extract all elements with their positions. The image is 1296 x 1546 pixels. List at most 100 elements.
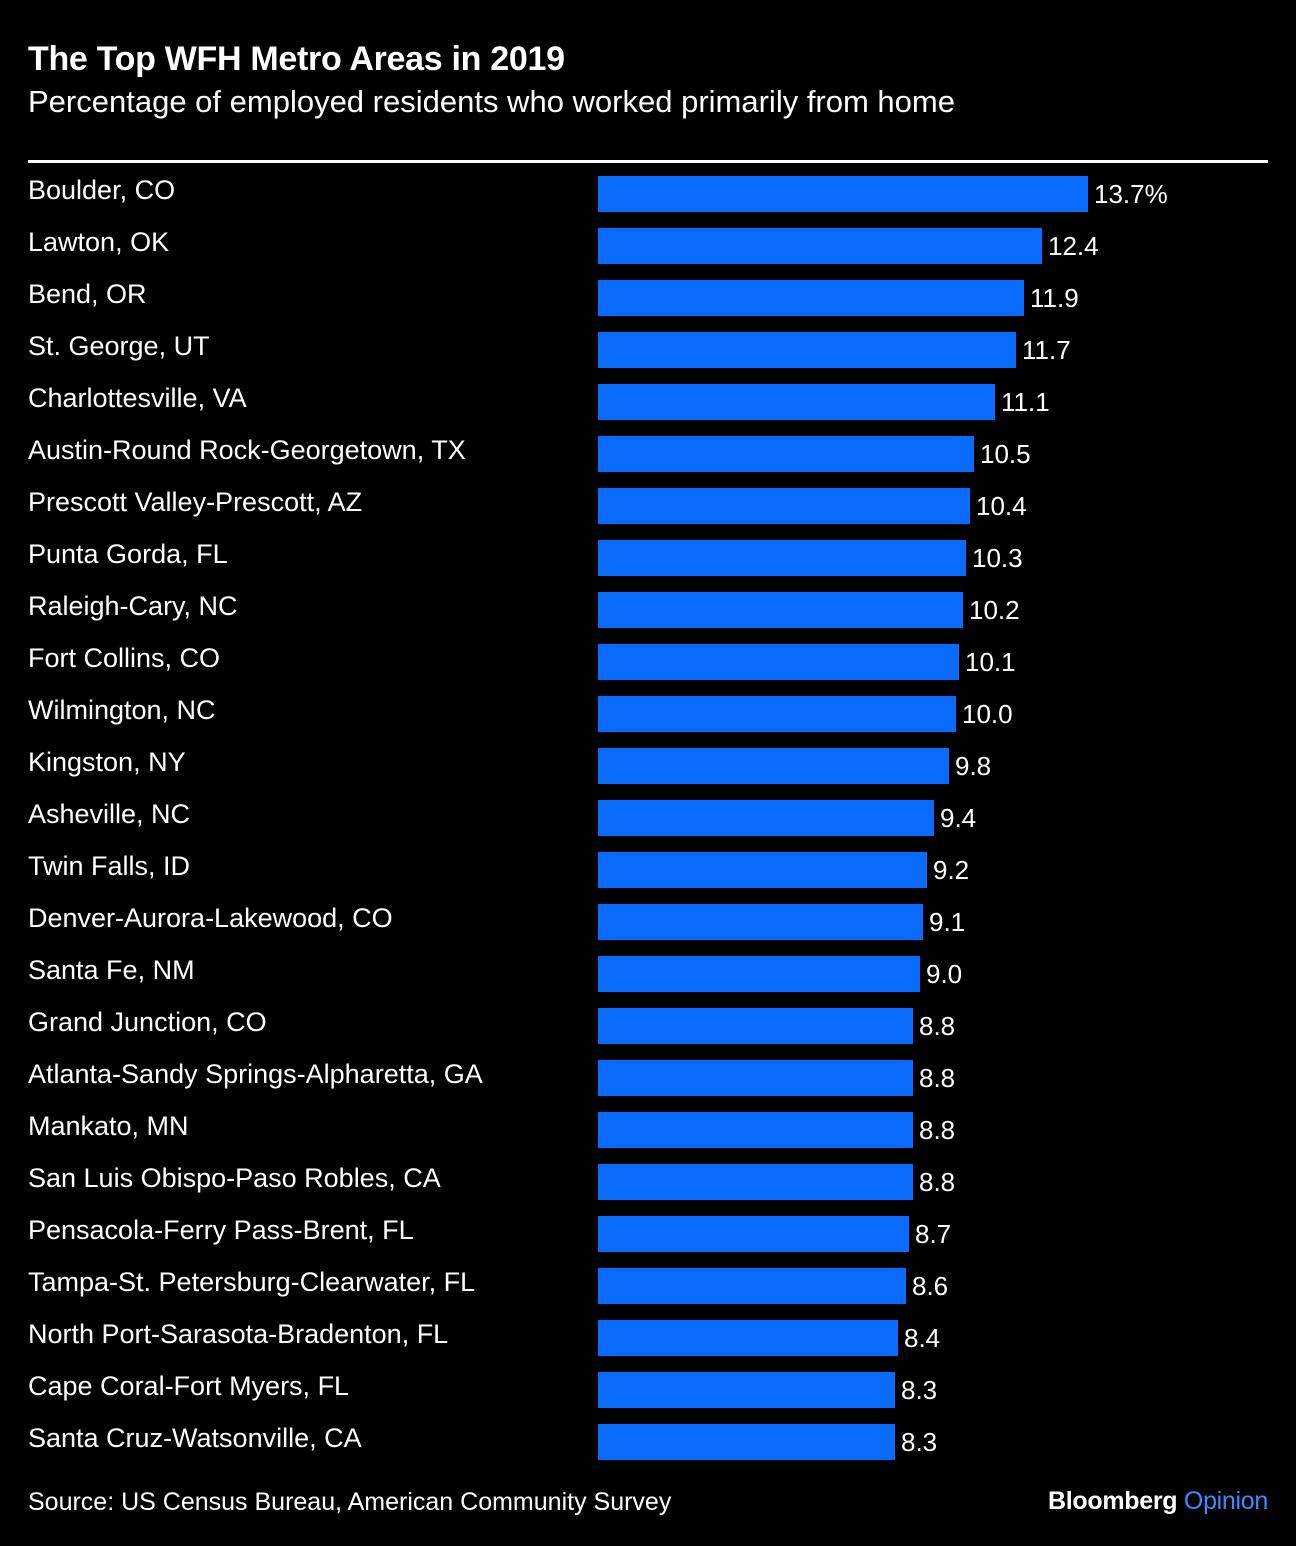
category-label-kingston-ny: Kingston, NY xyxy=(28,747,186,777)
category-label-fort-collins-co: Fort Collins, CO xyxy=(28,643,220,673)
bar-row-punta-gorda-fl: Punta Gorda, FL 10.3 xyxy=(28,539,1023,576)
bar-punta-gorda-fl xyxy=(598,540,966,576)
value-label-kingston-ny: 9.8 xyxy=(955,751,991,781)
bar-row-cape-coral-fort-myers-fl: Cape Coral-Fort Myers, FL 8.3 xyxy=(28,1371,937,1408)
bar-north-port-sarasota-bradenton-fl xyxy=(598,1320,898,1356)
value-label-san-luis-obispo-paso-robles-ca: 8.8 xyxy=(919,1167,955,1197)
bar-row-st-george-ut: St. George, UT 11.7 xyxy=(28,331,1071,368)
category-label-grand-junction-co: Grand Junction, CO xyxy=(28,1007,267,1037)
category-label-denver-aurora-lakewood-co: Denver-Aurora-Lakewood, CO xyxy=(28,903,393,933)
chart-subtitle: Percentage of employed residents who wor… xyxy=(28,84,955,119)
bar-row-twin-falls-id: Twin Falls, ID 9.2 xyxy=(28,851,969,888)
bar-row-charlottesville-va: Charlottesville, VA 11.1 xyxy=(28,383,1050,420)
value-label-twin-falls-id: 9.2 xyxy=(933,855,969,885)
category-label-tampa-st-petersburg-clearwater-fl: Tampa-St. Petersburg-Clearwater, FL xyxy=(28,1267,475,1297)
bar-row-kingston-ny: Kingston, NY 9.8 xyxy=(28,747,991,784)
bar-cape-coral-fort-myers-fl xyxy=(598,1372,895,1408)
value-label-st-george-ut: 11.7 xyxy=(1022,335,1071,365)
value-label-north-port-sarasota-bradenton-fl: 8.4 xyxy=(904,1323,940,1353)
bar-prescott-valley-prescott-az xyxy=(598,488,970,524)
value-label-santa-fe-nm: 9.0 xyxy=(926,959,962,989)
value-label-tampa-st-petersburg-clearwater-fl: 8.6 xyxy=(912,1271,948,1301)
bar-wilmington-nc xyxy=(598,696,956,732)
category-label-punta-gorda-fl: Punta Gorda, FL xyxy=(28,539,228,569)
category-label-pensacola-ferry-pass-brent-fl: Pensacola-Ferry Pass-Brent, FL xyxy=(28,1215,414,1245)
category-label-san-luis-obispo-paso-robles-ca: San Luis Obispo-Paso Robles, CA xyxy=(28,1163,441,1193)
value-label-lawton-ok: 12.4 xyxy=(1048,231,1099,261)
bar-twin-falls-id xyxy=(598,852,927,888)
brand-name: Bloomberg xyxy=(1048,1487,1178,1515)
bar-row-lawton-ok: Lawton, OK 12.4 xyxy=(28,227,1099,264)
bar-mankato-mn xyxy=(598,1112,913,1148)
value-label-prescott-valley-prescott-az: 10.4 xyxy=(976,491,1027,521)
brand-logo: Bloomberg Opinion xyxy=(1048,1487,1268,1516)
bar-santa-cruz-watsonville-ca xyxy=(598,1424,895,1460)
value-label-santa-cruz-watsonville-ca: 8.3 xyxy=(901,1427,937,1457)
bar-row-wilmington-nc: Wilmington, NC 10.0 xyxy=(28,695,1013,732)
value-label-mankato-mn: 8.8 xyxy=(919,1115,955,1145)
bar-pensacola-ferry-pass-brent-fl xyxy=(598,1216,909,1252)
value-label-atlanta-sandy-springs-alpharetta-ga: 8.8 xyxy=(919,1063,955,1093)
bar-row-austin-round-rock-georgetown-tx: Austin-Round Rock-Georgetown, TX 10.5 xyxy=(28,435,1031,472)
bar-san-luis-obispo-paso-robles-ca xyxy=(598,1164,913,1200)
value-label-cape-coral-fort-myers-fl: 8.3 xyxy=(901,1375,937,1405)
source-note: Source: US Census Bureau, American Commu… xyxy=(28,1488,672,1516)
bar-denver-aurora-lakewood-co xyxy=(598,904,923,940)
category-label-lawton-ok: Lawton, OK xyxy=(28,227,169,257)
bar-grand-junction-co xyxy=(598,1008,913,1044)
bar-asheville-nc xyxy=(598,800,934,836)
category-label-charlottesville-va: Charlottesville, VA xyxy=(28,383,247,413)
bar-row-santa-fe-nm: Santa Fe, NM 9.0 xyxy=(28,955,962,992)
value-label-denver-aurora-lakewood-co: 9.1 xyxy=(929,907,965,937)
value-label-boulder-co: 13.7% xyxy=(1094,179,1168,209)
category-label-twin-falls-id: Twin Falls, ID xyxy=(28,851,190,881)
bar-tampa-st-petersburg-clearwater-fl xyxy=(598,1268,906,1304)
bar-fort-collins-co xyxy=(598,644,959,680)
value-label-austin-round-rock-georgetown-tx: 10.5 xyxy=(980,439,1031,469)
header-rule xyxy=(28,160,1268,163)
bar-atlanta-sandy-springs-alpharetta-ga xyxy=(598,1060,913,1096)
value-label-raleigh-cary-nc: 10.2 xyxy=(969,595,1020,625)
bar-raleigh-cary-nc xyxy=(598,592,963,628)
category-label-prescott-valley-prescott-az: Prescott Valley-Prescott, AZ xyxy=(28,487,362,517)
bar-kingston-ny xyxy=(598,748,949,784)
bar-row-raleigh-cary-nc: Raleigh-Cary, NC 10.2 xyxy=(28,591,1020,628)
bar-santa-fe-nm xyxy=(598,956,920,992)
chart-title: The Top WFH Metro Areas in 2019 xyxy=(28,40,565,78)
value-label-grand-junction-co: 8.8 xyxy=(919,1011,955,1041)
bar-row-mankato-mn: Mankato, MN 8.8 xyxy=(28,1111,955,1148)
category-label-mankato-mn: Mankato, MN xyxy=(28,1111,189,1141)
value-label-fort-collins-co: 10.1 xyxy=(965,647,1016,677)
category-label-austin-round-rock-georgetown-tx: Austin-Round Rock-Georgetown, TX xyxy=(28,435,466,465)
category-label-north-port-sarasota-bradenton-fl: North Port-Sarasota-Bradenton, FL xyxy=(28,1319,448,1349)
bar-row-pensacola-ferry-pass-brent-fl: Pensacola-Ferry Pass-Brent, FL 8.7 xyxy=(28,1215,951,1252)
category-label-bend-or: Bend, OR xyxy=(28,279,147,309)
bar-row-north-port-sarasota-bradenton-fl: North Port-Sarasota-Bradenton, FL 8.4 xyxy=(28,1319,940,1356)
bar-st-george-ut xyxy=(598,332,1016,368)
category-label-st-george-ut: St. George, UT xyxy=(28,331,210,361)
category-label-santa-fe-nm: Santa Fe, NM xyxy=(28,955,195,985)
bar-row-asheville-nc: Asheville, NC 9.4 xyxy=(28,799,976,836)
bar-austin-round-rock-georgetown-tx xyxy=(598,436,974,472)
value-label-asheville-nc: 9.4 xyxy=(940,803,976,833)
bar-row-prescott-valley-prescott-az: Prescott Valley-Prescott, AZ 10.4 xyxy=(28,487,1027,524)
bar-row-tampa-st-petersburg-clearwater-fl: Tampa-St. Petersburg-Clearwater, FL 8.6 xyxy=(28,1267,948,1304)
value-label-pensacola-ferry-pass-brent-fl: 8.7 xyxy=(915,1219,951,1249)
category-label-boulder-co: Boulder, CO xyxy=(28,175,175,205)
value-label-wilmington-nc: 10.0 xyxy=(962,699,1013,729)
bar-row-denver-aurora-lakewood-co: Denver-Aurora-Lakewood, CO 9.1 xyxy=(28,903,965,940)
category-label-santa-cruz-watsonville-ca: Santa Cruz-Watsonville, CA xyxy=(28,1423,362,1453)
bar-row-san-luis-obispo-paso-robles-ca: San Luis Obispo-Paso Robles, CA 8.8 xyxy=(28,1163,955,1200)
category-label-raleigh-cary-nc: Raleigh-Cary, NC xyxy=(28,591,238,621)
bar-bend-or xyxy=(598,280,1024,316)
bar-row-bend-or: Bend, OR 11.9 xyxy=(28,279,1079,316)
category-label-cape-coral-fort-myers-fl: Cape Coral-Fort Myers, FL xyxy=(28,1371,349,1401)
bar-row-boulder-co: Boulder, CO 13.7% xyxy=(28,175,1168,212)
bar-boulder-co xyxy=(598,176,1088,212)
value-label-bend-or: 11.9 xyxy=(1030,283,1079,313)
value-label-charlottesville-va: 11.1 xyxy=(1001,387,1050,417)
category-label-atlanta-sandy-springs-alpharetta-ga: Atlanta-Sandy Springs-Alpharetta, GA xyxy=(28,1059,483,1089)
bar-charlottesville-va xyxy=(598,384,995,420)
bar-row-santa-cruz-watsonville-ca: Santa Cruz-Watsonville, CA 8.3 xyxy=(28,1423,937,1460)
